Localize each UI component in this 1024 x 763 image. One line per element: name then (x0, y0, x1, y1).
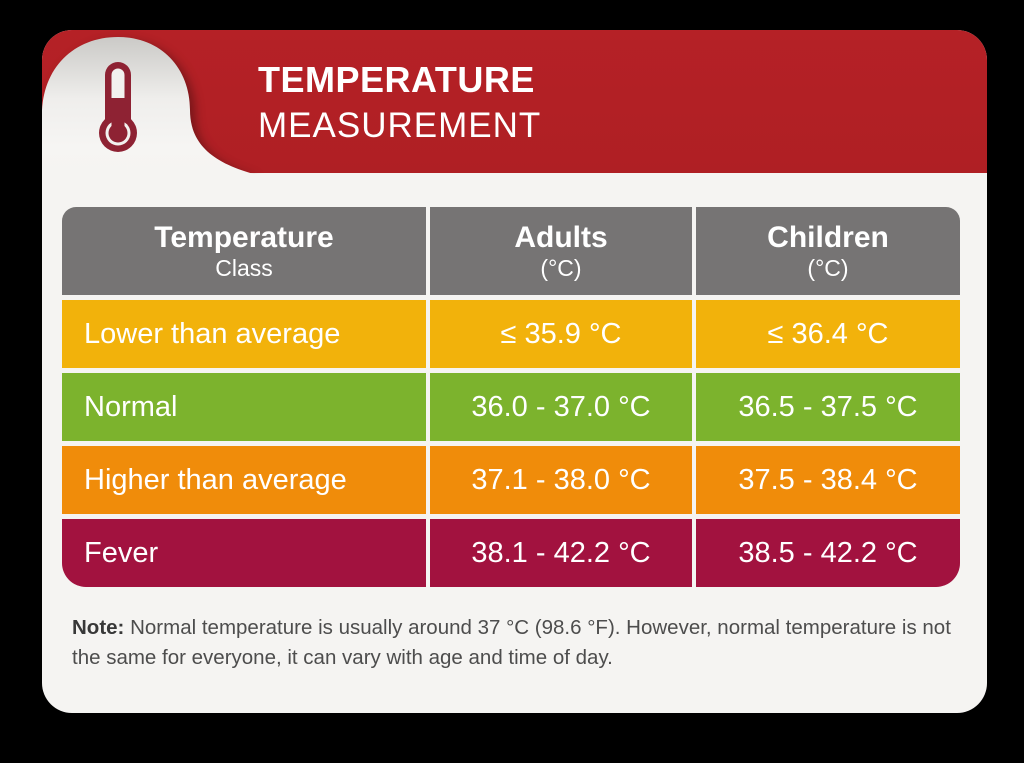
column-subtitle: (°C) (807, 254, 849, 281)
row-adults-lower-than-average: ≤ 35.9 °C (430, 300, 692, 368)
row-label-fever: Fever (62, 519, 426, 587)
page-title: TEMPERATURE (258, 59, 535, 100)
temperature-card: TEMPERATURE MEASUREMENT Temperature Clas… (42, 30, 987, 713)
row-children-higher-than-average: 37.5 - 38.4 °C (696, 446, 960, 514)
column-header-adults: Adults (°C) (430, 207, 692, 295)
header-swoosh-shape (42, 37, 254, 174)
row-children-fever: 38.5 - 42.2 °C (696, 519, 960, 587)
thermometer-icon (99, 62, 137, 152)
column-subtitle: (°C) (540, 254, 582, 281)
footnote: Note: Normal temperature is usually arou… (72, 613, 964, 673)
header-titles: TEMPERATURE MEASUREMENT (258, 57, 541, 147)
column-title: Children (767, 221, 889, 255)
row-adults-fever: 38.1 - 42.2 °C (430, 519, 692, 587)
row-label-lower-than-average: Lower than average (62, 300, 426, 368)
column-header-temperature-class: Temperature Class (62, 207, 426, 295)
column-subtitle: Class (215, 254, 273, 281)
row-label-higher-than-average: Higher than average (62, 446, 426, 514)
column-title: Temperature (154, 221, 334, 255)
row-adults-higher-than-average: 37.1 - 38.0 °C (430, 446, 692, 514)
page-subtitle: MEASUREMENT (258, 106, 542, 145)
footnote-label: Note: (72, 616, 125, 639)
row-children-lower-than-average: ≤ 36.4 °C (696, 300, 960, 368)
column-title: Adults (514, 221, 608, 255)
row-adults-normal: 36.0 - 37.0 °C (430, 373, 692, 441)
temperature-table: Temperature Class Adults (°C) Children (… (62, 207, 960, 587)
column-header-children: Children (°C) (696, 207, 960, 295)
footnote-text: Normal temperature is usually around 37 … (72, 616, 951, 669)
row-children-normal: 36.5 - 37.5 °C (696, 373, 960, 441)
row-label-normal: Normal (62, 373, 426, 441)
